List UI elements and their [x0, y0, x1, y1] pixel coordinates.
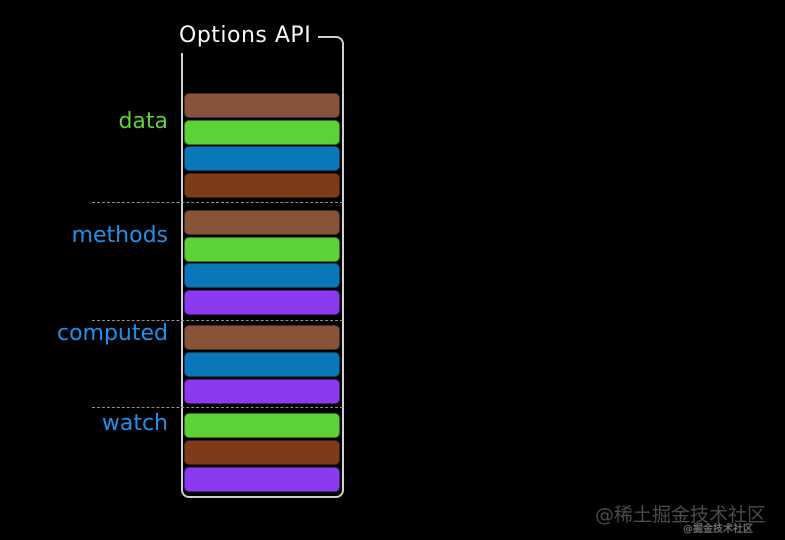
watermark-secondary: @掘金技术社区: [683, 524, 753, 535]
code-fragment-bar-watch-purple: [184, 467, 340, 492]
section-label-methods: methods: [71, 223, 168, 248]
code-fragment-bar-watch-green: [184, 413, 340, 438]
code-fragment-bar-data-brown: [184, 93, 340, 118]
diagram-title: Options API: [179, 23, 312, 48]
code-fragment-bar-computed-purple: [184, 379, 340, 404]
code-fragment-bar-methods-purple: [184, 290, 340, 315]
code-fragment-bar-computed-blue: [184, 352, 340, 377]
watermark-primary: @稀土掘金技术社区: [594, 504, 766, 526]
diagram-title-box: Options API: [168, 18, 318, 53]
code-fragment-bar-methods-brown: [184, 210, 340, 235]
section-separator: [92, 407, 343, 408]
section-label-data: data: [118, 109, 168, 134]
code-fragment-bar-computed-brown: [184, 325, 340, 350]
code-fragment-bar-methods-green: [184, 237, 340, 262]
section-label-watch: watch: [101, 411, 168, 436]
code-fragment-bar-data-green: [184, 120, 340, 145]
code-fragment-bar-data-rust: [184, 173, 340, 198]
code-fragment-bar-methods-blue: [184, 263, 340, 288]
section-separator: [92, 320, 343, 321]
section-label-computed: computed: [56, 321, 168, 346]
code-fragment-bar-data-blue: [184, 146, 340, 171]
code-fragment-bar-watch-rust: [184, 440, 340, 465]
section-separator: [92, 202, 343, 203]
